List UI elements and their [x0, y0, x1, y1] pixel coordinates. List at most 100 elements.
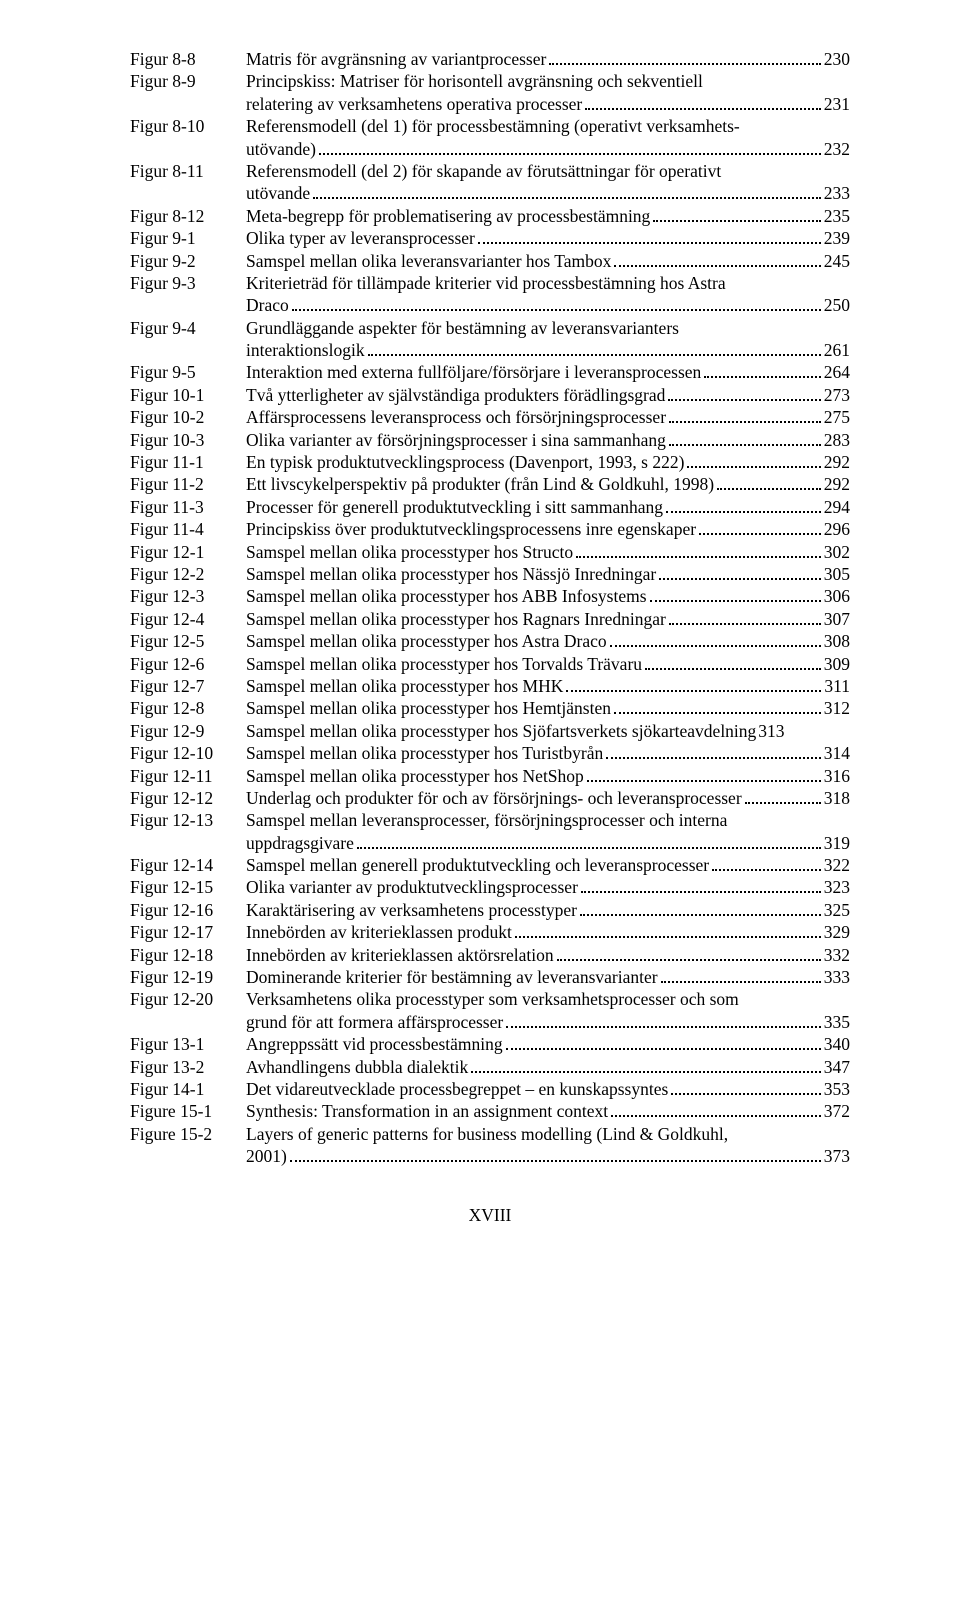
figure-text: Samspel mellan olika processtyper hos Ne…: [246, 765, 584, 787]
figure-text: Samspel mellan olika processtyper hos Sj…: [246, 720, 756, 742]
figure-text: Referensmodell (del 1) för processbestäm…: [246, 115, 740, 137]
figure-page: 312: [824, 697, 850, 719]
figure-entry: Figur 12-3Samspel mellan olika processty…: [130, 585, 850, 607]
figure-description: Samspel mellan olika leveransvarianter h…: [246, 250, 850, 272]
figure-description: Layers of generic patterns for business …: [246, 1123, 850, 1168]
figure-label: Figur 10-1: [130, 384, 246, 406]
figure-page: 305: [824, 563, 850, 585]
figure-description: Olika varianter av försörjningsprocesser…: [246, 429, 850, 451]
leader-dots: [576, 546, 821, 558]
figure-page: 245: [824, 250, 850, 272]
figure-page: 292: [824, 451, 850, 473]
figure-line: Matris för avgränsning av variantprocess…: [246, 48, 850, 70]
figure-text: Angreppssätt vid processbestämning: [246, 1033, 503, 1055]
figure-label: Figur 12-14: [130, 854, 246, 876]
figure-line: interaktionslogik261: [246, 339, 850, 361]
figure-entry: Figur 12-14Samspel mellan generell produ…: [130, 854, 850, 876]
figure-label: Figur 12-19: [130, 966, 246, 988]
figure-label: Figur 12-5: [130, 630, 246, 652]
leader-dots: [669, 412, 821, 424]
figure-line: En typisk produktutvecklingsprocess (Dav…: [246, 451, 850, 473]
figure-description: Verksamhetens olika processtyper som ver…: [246, 988, 850, 1033]
figure-label: Figur 9-4: [130, 317, 246, 339]
leader-dots: [666, 501, 821, 513]
figure-text: Affärsprocessens leveransprocess och för…: [246, 406, 666, 428]
figure-line: 2001)373: [246, 1145, 850, 1167]
leader-dots: [549, 53, 820, 65]
figure-description: Grundläggande aspekter för bestämning av…: [246, 317, 850, 362]
figure-line: Underlag och produkter för och av försör…: [246, 787, 850, 809]
figure-description: Avhandlingens dubbla dialektik347: [246, 1056, 850, 1078]
figure-label: Figur 11-1: [130, 451, 246, 473]
figure-label: Figur 11-2: [130, 473, 246, 495]
figure-line: Kriterieträd för tillämpade kriterier vi…: [246, 272, 850, 294]
leader-dots: [614, 703, 821, 715]
figure-text: utövande): [246, 138, 316, 160]
leader-dots: [614, 255, 820, 267]
figure-entry: Figur 13-2Avhandlingens dubbla dialektik…: [130, 1056, 850, 1078]
figure-entry: Figur 8-9Principskiss: Matriser för hori…: [130, 70, 850, 115]
figure-description: Meta-begrepp för problematisering av pro…: [246, 205, 850, 227]
figure-line: Samspel mellan olika processtyper hos MH…: [246, 675, 850, 697]
figure-page: 319: [824, 832, 850, 854]
figure-label: Figur 12-20: [130, 988, 246, 1010]
figure-text: En typisk produktutvecklingsprocess (Dav…: [246, 451, 684, 473]
figure-label: Figur 14-1: [130, 1078, 246, 1100]
figure-text: uppdragsgivare: [246, 832, 354, 854]
figure-label: Figur 12-8: [130, 697, 246, 719]
figure-page: 292: [824, 473, 850, 495]
figure-description: Processer för generell produktutveckling…: [246, 496, 850, 518]
figure-page: 264: [824, 361, 850, 383]
figure-line: utövande)232: [246, 138, 850, 160]
figure-text: Verksamhetens olika processtyper som ver…: [246, 988, 739, 1010]
leader-dots: [290, 1151, 821, 1163]
figure-text: Samspel mellan olika processtyper hos As…: [246, 630, 607, 652]
leader-dots: [515, 927, 821, 939]
figure-text: Innebörden av kriterieklassen aktörsrela…: [246, 944, 554, 966]
figure-entry: Figur 12-18Innebörden av kriterieklassen…: [130, 944, 850, 966]
figure-line: Dominerande kriterier för bestämning av …: [246, 966, 850, 988]
leader-dots: [585, 98, 821, 110]
figure-description: Affärsprocessens leveransprocess och för…: [246, 406, 850, 428]
figure-label: Figur 12-6: [130, 653, 246, 675]
leader-dots: [557, 949, 821, 961]
figure-text: Grundläggande aspekter för bestämning av…: [246, 317, 679, 339]
figure-description: Samspel mellan olika processtyper hos To…: [246, 653, 850, 675]
figure-text: relatering av verksamhetens operativa pr…: [246, 93, 582, 115]
figure-line: Samspel mellan olika processtyper hos To…: [246, 653, 850, 675]
figure-page: 307: [824, 608, 850, 630]
leader-dots: [357, 837, 821, 849]
leader-dots: [745, 792, 821, 804]
figure-text: Processer för generell produktutveckling…: [246, 496, 663, 518]
figure-text: Samspel mellan olika processtyper hos He…: [246, 697, 611, 719]
leader-dots: [699, 524, 821, 536]
figure-entry: Figur 12-13Samspel mellan leveransproces…: [130, 809, 850, 854]
figure-page: 261: [824, 339, 850, 361]
leader-dots: [606, 747, 820, 759]
figure-line: Det vidareutvecklade processbegreppet – …: [246, 1078, 850, 1100]
figure-text: Samspel mellan olika processtyper hos MH…: [246, 675, 563, 697]
figure-line: Samspel mellan olika processtyper hos As…: [246, 630, 850, 652]
leader-dots: [610, 636, 821, 648]
figure-entry: Figur 12-7Samspel mellan olika processty…: [130, 675, 850, 697]
figure-description: Olika typer av leveransprocesser239: [246, 227, 850, 249]
figure-description: Samspel mellan olika processtyper hos Ra…: [246, 608, 850, 630]
figure-description: Samspel mellan leveransprocesser, försör…: [246, 809, 850, 854]
figure-label: Figur 12-15: [130, 876, 246, 898]
leader-dots: [645, 658, 821, 670]
leader-dots: [313, 188, 821, 200]
figure-label: Figur 13-2: [130, 1056, 246, 1078]
figure-description: Ett livscykelperspektiv på produkter (fr…: [246, 473, 850, 495]
figure-label: Figur 11-3: [130, 496, 246, 518]
leader-dots: [587, 770, 821, 782]
figure-entry: Figur 9-5Interaktion med externa fullföl…: [130, 361, 850, 383]
figure-entry: Figur 13-1Angreppssätt vid processbestäm…: [130, 1033, 850, 1055]
figure-label: Figur 11-4: [130, 518, 246, 540]
figure-text: Olika varianter av försörjningsprocesser…: [246, 429, 666, 451]
figure-label: Figur 10-2: [130, 406, 246, 428]
figure-line: Samspel mellan olika processtyper hos Tu…: [246, 742, 850, 764]
figure-page: 373: [824, 1145, 850, 1167]
figure-entry: Figur 8-10Referensmodell (del 1) för pro…: [130, 115, 850, 160]
figure-description: Interaktion med externa fullföljare/förs…: [246, 361, 850, 383]
figure-entry: Figur 12-9Samspel mellan olika processty…: [130, 720, 850, 742]
